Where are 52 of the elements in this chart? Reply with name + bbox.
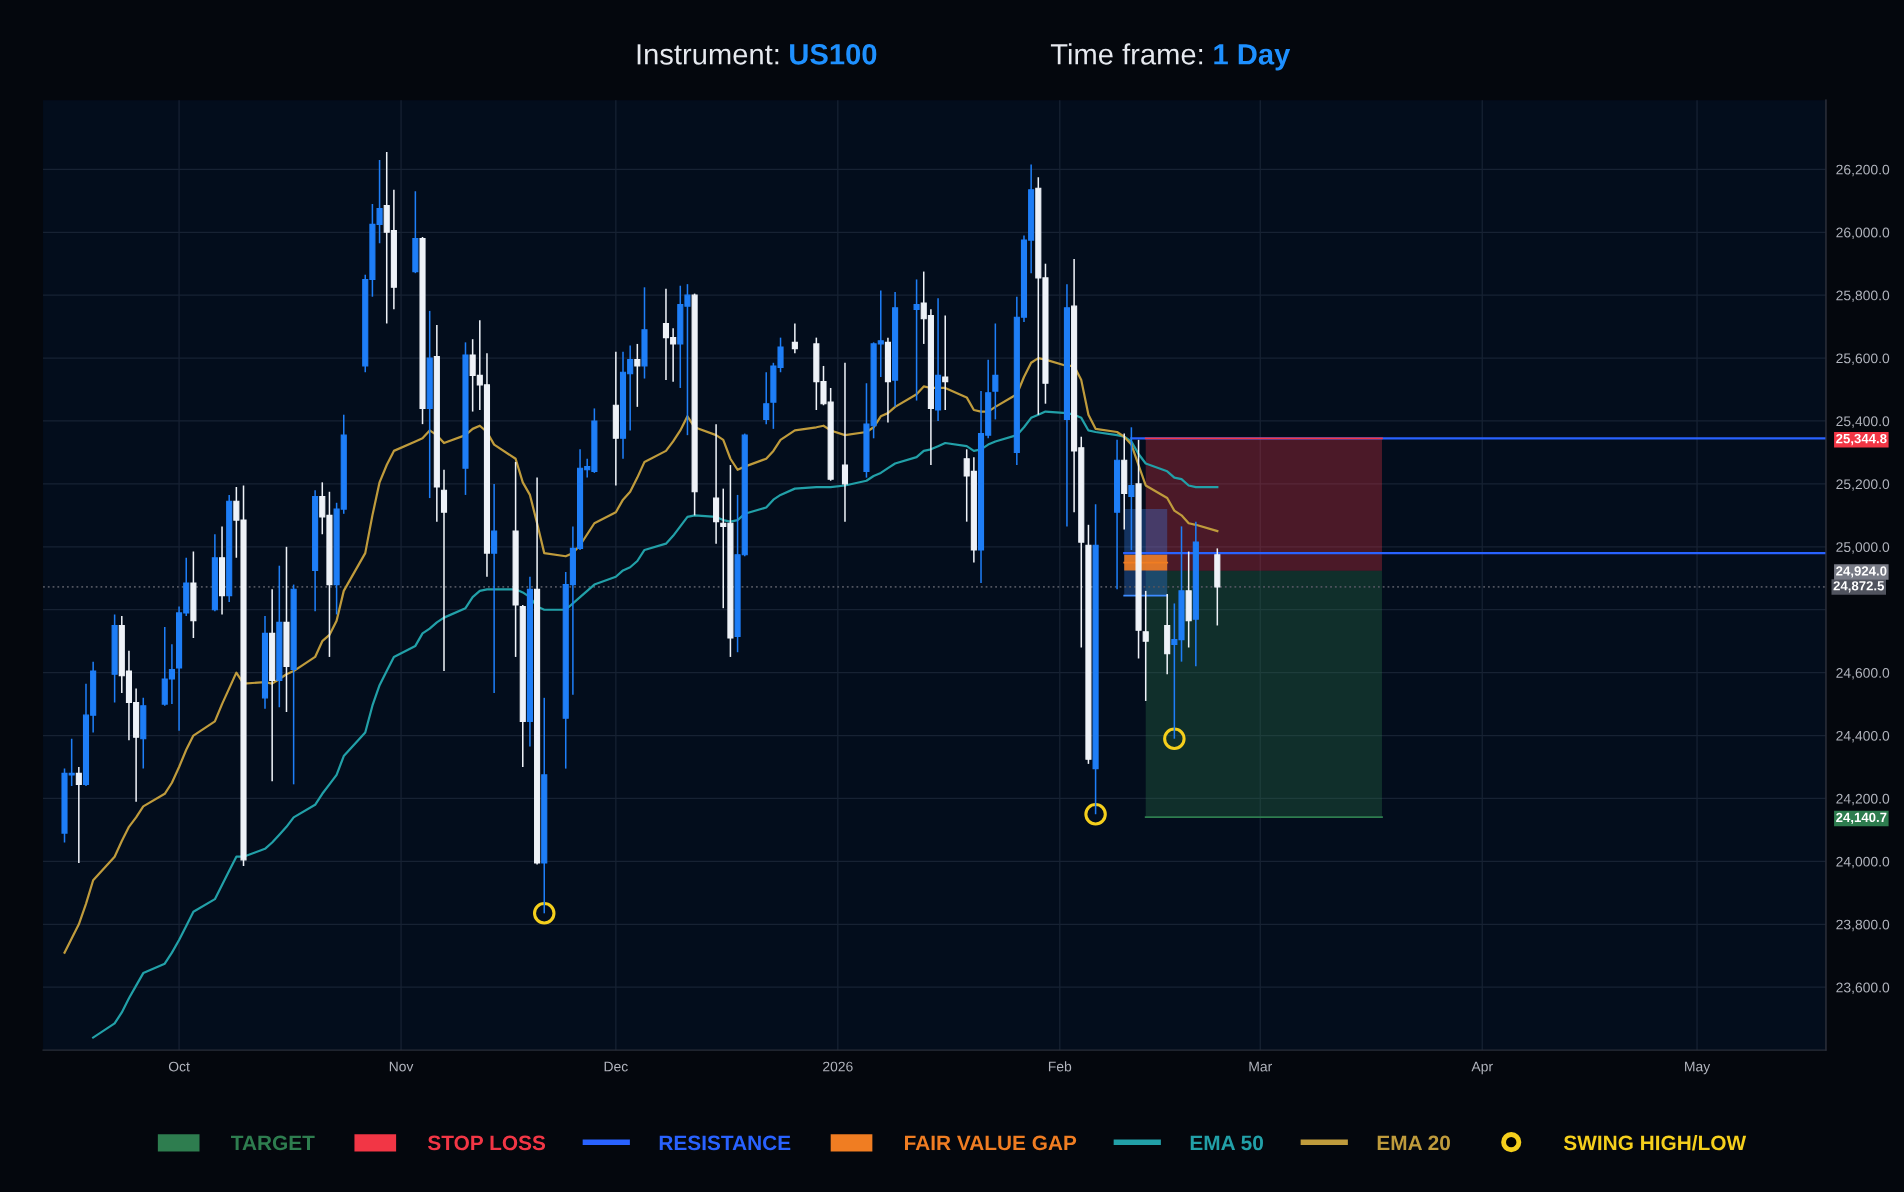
candlestick bbox=[1128, 426, 1135, 551]
candlestick bbox=[913, 278, 920, 402]
legend-label: EMA 50 bbox=[1190, 1135, 1263, 1151]
legend-label: SWING HIGH/LOW bbox=[1563, 1134, 1747, 1151]
y2-tick-label: 25,344.8 bbox=[1836, 433, 1887, 446]
chart-subtitle: Time frame: 1 Day bbox=[1050, 43, 1291, 71]
line-series bbox=[63, 356, 1219, 954]
y-tick-label: 26,200.0 bbox=[1836, 164, 1890, 177]
y-tick-label: 26,000.0 bbox=[1836, 227, 1890, 240]
y-tick-label: 24,400.0 bbox=[1836, 730, 1890, 743]
legend-label: EMA 20 bbox=[1377, 1135, 1450, 1151]
candlestick bbox=[75, 766, 82, 864]
x-tick-label: Feb bbox=[1048, 1061, 1072, 1072]
chart-title: Instrument: US100 bbox=[637, 44, 877, 65]
x-tick-label: Oct bbox=[168, 1061, 190, 1072]
y2-tick-label: 24,140.7 bbox=[1836, 812, 1887, 824]
candlestick bbox=[791, 322, 798, 355]
legend-label: STOP LOSS bbox=[427, 1135, 546, 1151]
legend-label: RESISTANCE bbox=[659, 1135, 791, 1151]
candlestick bbox=[841, 362, 849, 523]
candlestick bbox=[763, 371, 770, 425]
y-tick-label: 24,000.0 bbox=[1836, 856, 1890, 869]
y-tick-label: 23,600.0 bbox=[1836, 982, 1890, 995]
point bbox=[533, 902, 556, 925]
y-tick-label: 24,600.0 bbox=[1836, 667, 1890, 680]
y-tick-label: 23,800.0 bbox=[1836, 919, 1890, 932]
y-tick-label: 25,000.0 bbox=[1836, 542, 1890, 554]
y2-tick-label: 24,924.0 bbox=[1836, 566, 1887, 578]
candlestick bbox=[713, 423, 720, 545]
candlestick bbox=[634, 343, 641, 408]
candlestick bbox=[491, 483, 498, 694]
candlestick bbox=[1142, 590, 1149, 702]
x-tick-label: May bbox=[1685, 1061, 1711, 1075]
y-tick-label: 25,600.0 bbox=[1836, 353, 1890, 365]
candlestick bbox=[942, 314, 949, 411]
y-tick-label: 24,200.0 bbox=[1836, 793, 1890, 806]
y-tick-label: 25,800.0 bbox=[1836, 290, 1890, 302]
legend-label: TARGET bbox=[230, 1135, 315, 1151]
point bbox=[1084, 802, 1107, 826]
x-tick-label: Nov bbox=[389, 1061, 414, 1072]
point bbox=[1163, 727, 1186, 750]
x-tick-label: Dec bbox=[604, 1061, 628, 1072]
y-tick-label: 25,400.0 bbox=[1836, 416, 1890, 428]
ref-line-label: 24,872.5 bbox=[1833, 581, 1885, 593]
candlestick bbox=[992, 322, 999, 421]
y-tick-label: 25,200.0 bbox=[1836, 479, 1890, 491]
line-series bbox=[92, 410, 1219, 1039]
x-tick-label: 2026 bbox=[823, 1061, 853, 1072]
candlestick bbox=[440, 468, 448, 672]
x-tick-label: Apr bbox=[1471, 1061, 1493, 1075]
x-tick-label: Mar bbox=[1249, 1061, 1273, 1072]
legend-label: FAIR VALUE GAP bbox=[905, 1135, 1077, 1151]
